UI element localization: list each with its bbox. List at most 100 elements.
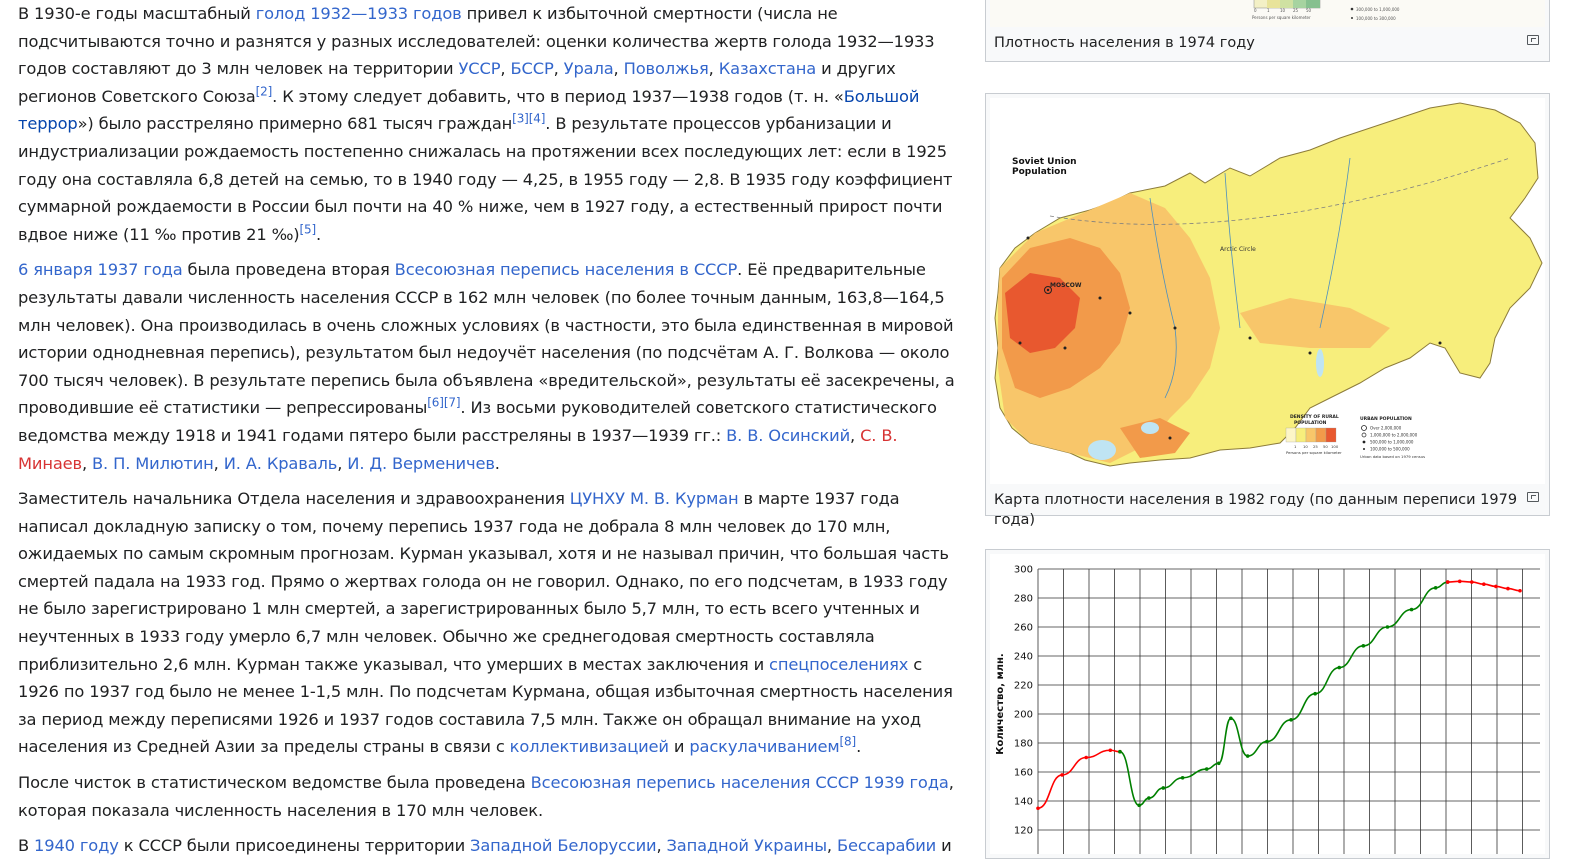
urban-symbol (1361, 425, 1367, 431)
link-volga[interactable]: Поволжья (623, 59, 709, 79)
map-1974-image[interactable]: 0 1 10 25 50 Persons per square kilomete… (990, 0, 1545, 27)
urban-dot (1350, 7, 1354, 11)
text: с 1926 по 1937 год было не менее 1-1,5 м… (18, 654, 953, 757)
urban-legend-title: URBAN POPULATION (1360, 416, 1412, 422)
link-milyutin[interactable]: В. П. Милютин (92, 453, 214, 473)
text: , (81, 453, 93, 473)
population-chart-image[interactable]: 120 140 160 180 200 220 240 260 280 300 Количеств… (990, 554, 1545, 854)
chart-grid (1037, 568, 1540, 854)
rural-units: Persons per square kilometer (1286, 450, 1342, 455)
link-famine-1932-1933[interactable]: голод 1932—1933 годов (255, 4, 462, 23)
series-2-point-4 (1494, 584, 1498, 589)
enlarge-icon[interactable] (1527, 35, 1539, 45)
ref-link[interactable]: [7] (443, 395, 461, 410)
text: , (708, 59, 719, 79)
y-tick-label: 160 (1014, 768, 1033, 779)
link-osinsky[interactable]: В. В. Осинский (726, 425, 851, 445)
map-1982-image[interactable]: Arctic Circle MOSCOW Soviet Union Popula… (990, 98, 1545, 484)
legend-swatch (1293, 0, 1306, 8)
urban-item: 500,000 to 1,000,000 (1370, 440, 1414, 445)
link-tsunkhu[interactable]: ЦУНХУ (569, 489, 625, 509)
map-1974-legend-strip: 0 1 10 25 50 Persons per square kilomete… (990, 0, 1545, 27)
paragraph-census-1939: После чисток в статистическом ведомстве … (18, 769, 966, 824)
map-title-line1: Soviet Union (1012, 157, 1077, 167)
link-kazakhstan[interactable]: Казахстана (718, 59, 817, 79)
paragraph-kurman: Заместитель начальника Отдела населения … (18, 485, 966, 761)
chart-series (1036, 579, 1522, 811)
series-1-point-2 (1147, 796, 1151, 800)
link-census-1939[interactable]: Всесоюзная перепись населения СССР 1939 … (530, 773, 949, 793)
ref-link[interactable]: [4] (528, 111, 546, 126)
series-2-point-2 (1470, 580, 1474, 584)
urban-item: Over 2,000,000 (1370, 426, 1402, 431)
text: и других регионов Советского Союза (18, 59, 896, 106)
text: . Из восьми руководителей советского ста… (18, 398, 937, 445)
link-great-terror[interactable]: Большой террор (18, 86, 920, 134)
aral-sea (1141, 422, 1159, 434)
urban-item: 100,000 to 500,000 (1370, 447, 1410, 452)
link-census-1937[interactable]: Всесоюзная перепись населения в СССР (394, 260, 738, 280)
city-dot (1063, 346, 1067, 350)
link-collectivization[interactable]: коллективизацией (509, 737, 669, 757)
chart-y-axis-label: Количество, млн. (995, 653, 1006, 754)
city-dot (1438, 341, 1442, 345)
text: . В результате процессов урбанизации и и… (18, 114, 953, 244)
series-1-point-16 (1433, 586, 1438, 590)
text: , которая показала численность населения… (18, 773, 954, 820)
ref-link[interactable]: [6] (427, 395, 444, 410)
series-2-point-3 (1482, 582, 1486, 587)
series-1-point-6 (1216, 761, 1221, 766)
series-0-point-1 (1060, 773, 1064, 777)
text: Заместитель начальника Отдела населения … (18, 489, 570, 509)
text: . К этому следует добавить, что в период… (272, 86, 844, 106)
link-ussr-ukraine[interactable]: УССР (458, 59, 501, 79)
text: в марте 1937 года написал докладную запи… (18, 489, 949, 674)
rural-swatch (1315, 427, 1327, 443)
link-1937-year[interactable]: 1937 года (97, 260, 183, 280)
link-6-january[interactable]: 6 января (18, 260, 93, 280)
link-bssr[interactable]: БССР (510, 59, 554, 79)
y-tick-label: 280 (1014, 594, 1033, 605)
link-special-settlements[interactable]: спецпоселениях (769, 654, 909, 674)
legend-swatch (1306, 0, 1320, 8)
legend-units: Persons per square kilometer (1252, 15, 1311, 20)
city-moscow-marker (1044, 286, 1052, 294)
rural-tick: 10 (1303, 444, 1308, 449)
legend-swatch (1280, 0, 1293, 8)
series-2-point-6 (1518, 588, 1522, 593)
link-kraval[interactable]: И. А. Краваль (223, 453, 338, 473)
ref-link[interactable]: [3] (512, 111, 529, 126)
map-title-line2: Population (1012, 167, 1067, 177)
lake-baikal (1316, 349, 1324, 377)
rural-legend-title: DENSITY OF RURAL (1290, 414, 1339, 420)
rural-swatch (1285, 427, 1297, 443)
series-1-point-8 (1245, 754, 1250, 758)
series-2-point-5 (1506, 586, 1510, 591)
paragraph-census-1937: 6 января 1937 года была проведена вторая… (18, 256, 966, 477)
enlarge-icon[interactable] (1527, 492, 1539, 502)
y-tick-label: 220 (1014, 681, 1033, 692)
rural-swatch (1325, 427, 1337, 443)
legend-tick: 0 (1254, 8, 1257, 13)
ref-link[interactable]: [8] (839, 735, 857, 750)
series-1-point-3 (1161, 786, 1166, 790)
link-dekulakization[interactable]: раскулачиванием (689, 737, 840, 757)
series-1-point-1 (1137, 803, 1142, 808)
series-1-point-0 (1118, 749, 1122, 754)
link-vermenichev[interactable]: И. Д. Верменичев (347, 453, 495, 473)
urban-symbol (1363, 448, 1365, 450)
city-dot (1128, 311, 1132, 315)
series-1-point-11 (1313, 691, 1317, 696)
link-ural[interactable]: Урала (563, 59, 614, 79)
city-dot (1308, 351, 1312, 355)
y-tick-label: 180 (1014, 739, 1033, 750)
city-dot (1026, 236, 1030, 240)
ref-link[interactable]: [5] (299, 222, 317, 237)
series-2-point-1 (1457, 579, 1462, 584)
ref-link[interactable]: [2] (255, 84, 273, 99)
link-kurman[interactable]: М. В. Курман (629, 489, 739, 509)
legend-urban: 100,000 to 300,000 (1356, 16, 1396, 21)
population-chart: 120 140 160 180 200 220 240 260 280 300 Количеств… (990, 554, 1545, 854)
article-body: В 1930-е годы масштабный голод 1932—1933… (18, 0, 966, 868)
link-minaev[interactable]: С. В. Минаев (18, 425, 898, 473)
